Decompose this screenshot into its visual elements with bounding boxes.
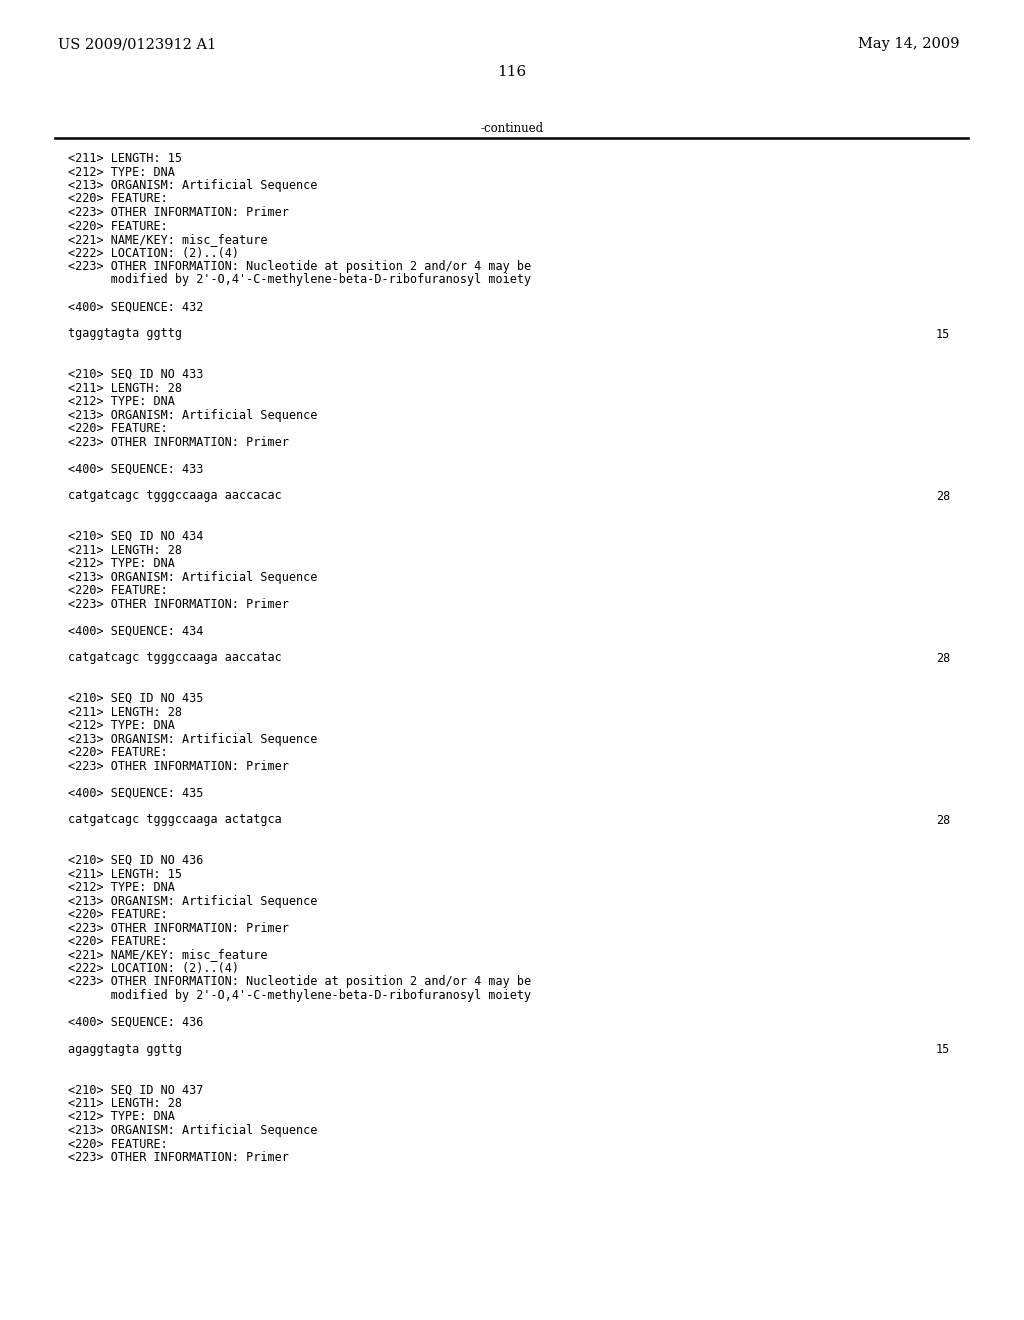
Text: <221> NAME/KEY: misc_feature: <221> NAME/KEY: misc_feature — [68, 234, 267, 246]
Text: <211> LENGTH: 28: <211> LENGTH: 28 — [68, 1097, 182, 1110]
Text: tgaggtagta ggttg: tgaggtagta ggttg — [68, 327, 182, 341]
Text: <210> SEQ ID NO 435: <210> SEQ ID NO 435 — [68, 692, 204, 705]
Text: modified by 2'-O,4'-C-methylene-beta-D-ribofuranosyl moiety: modified by 2'-O,4'-C-methylene-beta-D-r… — [68, 989, 531, 1002]
Text: <400> SEQUENCE: 436: <400> SEQUENCE: 436 — [68, 1016, 204, 1030]
Text: <212> TYPE: DNA: <212> TYPE: DNA — [68, 719, 175, 733]
Text: modified by 2'-O,4'-C-methylene-beta-D-ribofuranosyl moiety: modified by 2'-O,4'-C-methylene-beta-D-r… — [68, 273, 531, 286]
Text: catgatcagc tgggccaaga actatgca: catgatcagc tgggccaaga actatgca — [68, 813, 282, 826]
Text: <210> SEQ ID NO 434: <210> SEQ ID NO 434 — [68, 531, 204, 543]
Text: <212> TYPE: DNA: <212> TYPE: DNA — [68, 1110, 175, 1123]
Text: <211> LENGTH: 28: <211> LENGTH: 28 — [68, 705, 182, 718]
Text: <400> SEQUENCE: 434: <400> SEQUENCE: 434 — [68, 624, 204, 638]
Text: <223> OTHER INFORMATION: Primer: <223> OTHER INFORMATION: Primer — [68, 921, 289, 935]
Text: catgatcagc tgggccaaga aaccatac: catgatcagc tgggccaaga aaccatac — [68, 652, 282, 664]
Text: <220> FEATURE:: <220> FEATURE: — [68, 193, 168, 206]
Text: <400> SEQUENCE: 432: <400> SEQUENCE: 432 — [68, 301, 204, 314]
Text: <223> OTHER INFORMATION: Primer: <223> OTHER INFORMATION: Primer — [68, 206, 289, 219]
Text: 28: 28 — [936, 652, 950, 664]
Text: <223> OTHER INFORMATION: Nucleotide at position 2 and/or 4 may be: <223> OTHER INFORMATION: Nucleotide at p… — [68, 975, 531, 989]
Text: <400> SEQUENCE: 433: <400> SEQUENCE: 433 — [68, 462, 204, 475]
Text: <210> SEQ ID NO 436: <210> SEQ ID NO 436 — [68, 854, 204, 867]
Text: May 14, 2009: May 14, 2009 — [858, 37, 961, 51]
Text: <212> TYPE: DNA: <212> TYPE: DNA — [68, 880, 175, 894]
Text: <220> FEATURE:: <220> FEATURE: — [68, 746, 168, 759]
Text: <220> FEATURE:: <220> FEATURE: — [68, 935, 168, 948]
Text: <213> ORGANISM: Artificial Sequence: <213> ORGANISM: Artificial Sequence — [68, 180, 317, 191]
Text: <223> OTHER INFORMATION: Primer: <223> OTHER INFORMATION: Primer — [68, 759, 289, 772]
Text: <213> ORGANISM: Artificial Sequence: <213> ORGANISM: Artificial Sequence — [68, 733, 317, 746]
Text: 28: 28 — [936, 490, 950, 503]
Text: <220> FEATURE:: <220> FEATURE: — [68, 908, 168, 921]
Text: <212> TYPE: DNA: <212> TYPE: DNA — [68, 165, 175, 178]
Text: <220> FEATURE:: <220> FEATURE: — [68, 219, 168, 232]
Text: <400> SEQUENCE: 435: <400> SEQUENCE: 435 — [68, 787, 204, 800]
Text: US 2009/0123912 A1: US 2009/0123912 A1 — [58, 37, 216, 51]
Text: <222> LOCATION: (2)..(4): <222> LOCATION: (2)..(4) — [68, 962, 239, 975]
Text: <213> ORGANISM: Artificial Sequence: <213> ORGANISM: Artificial Sequence — [68, 570, 317, 583]
Text: <223> OTHER INFORMATION: Primer: <223> OTHER INFORMATION: Primer — [68, 1151, 289, 1164]
Text: -continued: -continued — [480, 121, 544, 135]
Text: <223> OTHER INFORMATION: Primer: <223> OTHER INFORMATION: Primer — [68, 598, 289, 610]
Text: <210> SEQ ID NO 437: <210> SEQ ID NO 437 — [68, 1084, 204, 1097]
Text: <211> LENGTH: 28: <211> LENGTH: 28 — [68, 381, 182, 395]
Text: 15: 15 — [936, 1043, 950, 1056]
Text: catgatcagc tgggccaaga aaccacac: catgatcagc tgggccaaga aaccacac — [68, 490, 282, 503]
Text: <220> FEATURE:: <220> FEATURE: — [68, 583, 168, 597]
Text: <210> SEQ ID NO 433: <210> SEQ ID NO 433 — [68, 368, 204, 381]
Text: <221> NAME/KEY: misc_feature: <221> NAME/KEY: misc_feature — [68, 949, 267, 961]
Text: <213> ORGANISM: Artificial Sequence: <213> ORGANISM: Artificial Sequence — [68, 408, 317, 421]
Text: <223> OTHER INFORMATION: Primer: <223> OTHER INFORMATION: Primer — [68, 436, 289, 449]
Text: <223> OTHER INFORMATION: Nucleotide at position 2 and/or 4 may be: <223> OTHER INFORMATION: Nucleotide at p… — [68, 260, 531, 273]
Text: <222> LOCATION: (2)..(4): <222> LOCATION: (2)..(4) — [68, 247, 239, 260]
Text: <213> ORGANISM: Artificial Sequence: <213> ORGANISM: Artificial Sequence — [68, 1125, 317, 1137]
Text: 116: 116 — [498, 65, 526, 79]
Text: agaggtagta ggttg: agaggtagta ggttg — [68, 1043, 182, 1056]
Text: <211> LENGTH: 15: <211> LENGTH: 15 — [68, 152, 182, 165]
Text: <212> TYPE: DNA: <212> TYPE: DNA — [68, 557, 175, 570]
Text: <211> LENGTH: 28: <211> LENGTH: 28 — [68, 544, 182, 557]
Text: <220> FEATURE:: <220> FEATURE: — [68, 1138, 168, 1151]
Text: 15: 15 — [936, 327, 950, 341]
Text: 28: 28 — [936, 813, 950, 826]
Text: <212> TYPE: DNA: <212> TYPE: DNA — [68, 395, 175, 408]
Text: <213> ORGANISM: Artificial Sequence: <213> ORGANISM: Artificial Sequence — [68, 895, 317, 908]
Text: <211> LENGTH: 15: <211> LENGTH: 15 — [68, 867, 182, 880]
Text: <220> FEATURE:: <220> FEATURE: — [68, 422, 168, 436]
